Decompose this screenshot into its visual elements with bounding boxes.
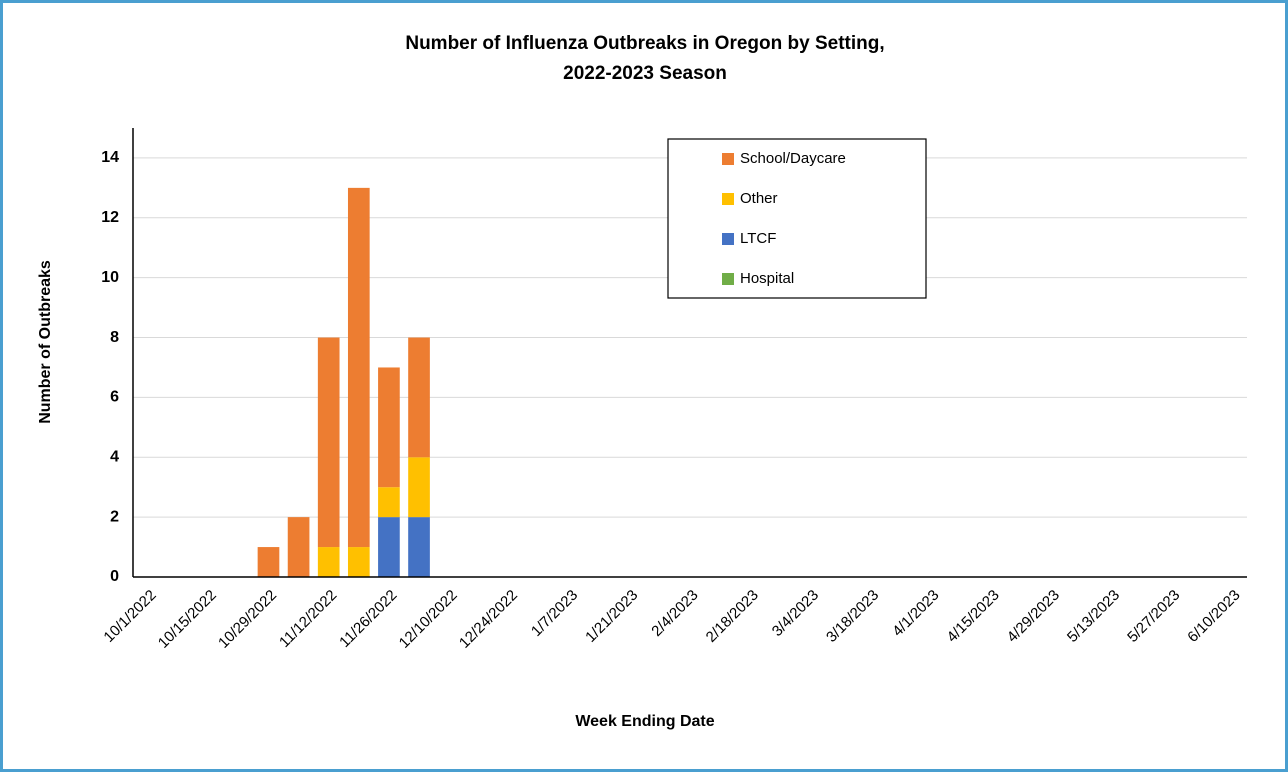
chart-title: Number of Influenza Outbreaks in Oregon … <box>405 33 884 54</box>
chart-title: 2022-2023 Season <box>563 63 727 84</box>
y-tick-label: 4 <box>110 448 119 465</box>
bar-segment <box>257 547 280 577</box>
y-tick-label: 6 <box>110 389 119 406</box>
bar-segment <box>408 457 430 518</box>
bar-segment <box>378 517 400 577</box>
x-axis-label: Week Ending Date <box>575 713 714 730</box>
y-tick-label: 14 <box>101 149 119 166</box>
legend-label: School/Daycare <box>740 150 846 167</box>
bar-segment <box>378 367 400 488</box>
y-tick-label: 0 <box>110 568 119 585</box>
bar-segment <box>317 547 340 577</box>
legend-swatch <box>722 193 734 205</box>
legend-label: LTCF <box>740 230 776 247</box>
y-tick-label: 8 <box>110 329 119 346</box>
bar-segment <box>347 187 370 548</box>
bar-segment <box>287 517 310 577</box>
bar-segment <box>378 487 400 518</box>
bar-segment <box>347 547 370 577</box>
bar-segment <box>317 337 340 548</box>
legend-swatch <box>722 273 734 285</box>
legend-swatch <box>722 153 734 165</box>
y-tick-label: 12 <box>101 209 119 226</box>
y-tick-label: 10 <box>101 269 119 286</box>
legend-swatch <box>722 233 734 245</box>
y-tick-label: 2 <box>110 508 119 525</box>
legend-label: Hospital <box>740 270 794 287</box>
y-axis-label: Number of Outbreaks <box>37 260 54 424</box>
legend-label: Other <box>740 190 778 207</box>
bar-segment <box>408 337 430 458</box>
bar-segment <box>408 517 430 577</box>
legend-box <box>667 138 927 299</box>
